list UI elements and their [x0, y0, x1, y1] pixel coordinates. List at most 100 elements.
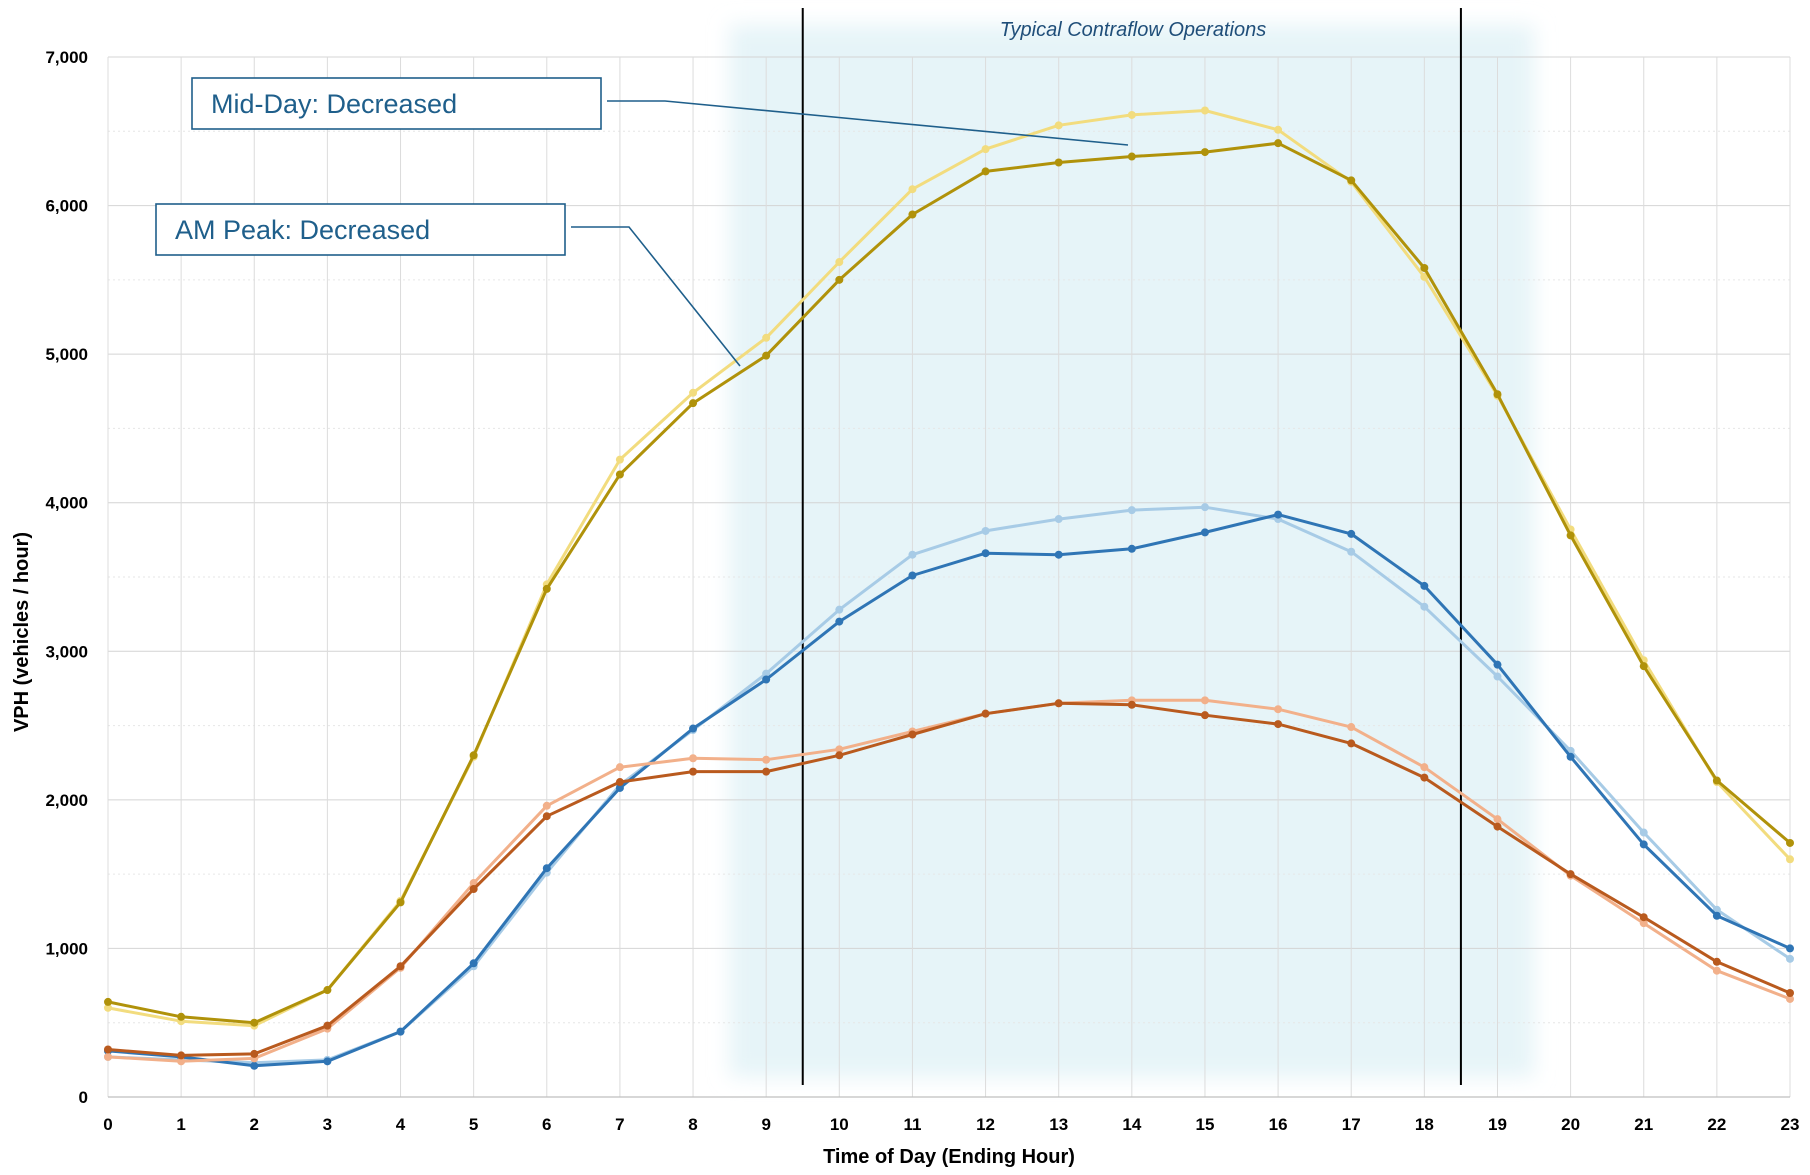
data-point [1127, 506, 1136, 515]
series-1 [104, 139, 1794, 1027]
data-point [469, 751, 478, 760]
data-point [396, 962, 405, 971]
x-tick-label: 3 [323, 1115, 332, 1134]
data-point [1347, 723, 1356, 732]
data-point [835, 258, 844, 267]
data-point [1420, 602, 1429, 611]
data-point [1786, 855, 1794, 864]
x-tick-label: 18 [1415, 1115, 1434, 1134]
data-point [615, 470, 624, 479]
data-point [323, 1021, 332, 1030]
data-point [1127, 700, 1136, 709]
x-tick-label: 19 [1488, 1115, 1507, 1134]
data-point [689, 724, 698, 733]
data-point [542, 584, 551, 593]
data-point [762, 767, 771, 776]
x-axis-title: Time of Day (Ending Hour) [823, 1146, 1075, 1168]
series-5 [104, 699, 1794, 1060]
series-line [107, 141, 1791, 1025]
x-tick-label: 0 [103, 1115, 112, 1134]
data-point [1786, 954, 1794, 963]
data-point [250, 1018, 259, 1027]
data-point [177, 1051, 186, 1060]
data-point [1786, 944, 1794, 953]
data-point [1420, 263, 1429, 272]
y-tick-label: 5,000 [45, 345, 88, 364]
data-point [1054, 550, 1063, 559]
x-tick-label: 8 [688, 1115, 697, 1134]
data-point [835, 745, 844, 754]
data-point [1127, 152, 1136, 161]
data-point [104, 1003, 112, 1012]
data-point [1274, 139, 1283, 148]
x-tick-label: 23 [1781, 1115, 1800, 1134]
data-point [1200, 696, 1209, 705]
midday-callout-box [191, 77, 602, 130]
y-tick-label: 3,000 [45, 642, 88, 661]
x-tick-label: 4 [396, 1115, 406, 1134]
data-point [908, 550, 917, 559]
data-point [981, 167, 990, 176]
data-point [1639, 840, 1648, 849]
data-point [1420, 763, 1429, 772]
data-point [1274, 510, 1283, 519]
ampeak-callout-text: AM Peak: Decreased [175, 215, 430, 245]
data-point [469, 959, 478, 968]
data-point [1274, 720, 1283, 729]
data-point [908, 730, 917, 739]
y-tick-label: 7,000 [45, 48, 88, 67]
x-tick-label: 12 [976, 1115, 995, 1134]
data-point [1420, 272, 1429, 281]
data-point [1493, 390, 1502, 399]
series-line [107, 701, 1791, 1057]
y-tick-label: 4,000 [45, 494, 88, 513]
x-tick-label: 1 [176, 1115, 185, 1134]
data-point [762, 669, 771, 678]
data-point [323, 1057, 332, 1066]
data-point [835, 751, 844, 760]
x-tick-label: 10 [830, 1115, 849, 1134]
data-point [689, 754, 698, 763]
data-point [1200, 528, 1209, 537]
data-point [981, 709, 990, 718]
data-point [981, 549, 990, 558]
data-point [1566, 870, 1575, 879]
data-point [1639, 828, 1648, 837]
data-point [469, 885, 478, 893]
data-point [177, 1012, 186, 1021]
x-tick-label: 11 [903, 1115, 921, 1134]
data-point [1054, 121, 1063, 130]
data-point [615, 763, 624, 772]
data-point [615, 783, 624, 792]
x-tick-label: 5 [469, 1115, 478, 1134]
data-point [908, 185, 917, 194]
x-tick-label: 16 [1269, 1115, 1288, 1134]
x-tick-label: 17 [1342, 1115, 1361, 1134]
data-point [689, 388, 698, 397]
data-point [104, 1052, 112, 1061]
x-tick-label: 14 [1122, 1115, 1141, 1134]
data-point [835, 617, 844, 626]
data-point [1200, 503, 1209, 512]
data-point [250, 1061, 259, 1070]
data-point [615, 778, 624, 787]
data-point [1200, 711, 1209, 720]
x-tick-label: 9 [761, 1115, 770, 1134]
data-point [1639, 662, 1648, 671]
data-point [689, 767, 698, 776]
ampeak-leader-line [571, 226, 741, 367]
midday-callout: Mid-Day: Decreased [191, 77, 1129, 146]
x-tick-label: 7 [615, 1115, 624, 1134]
midday-callout-text: Mid-Day: Decreased [211, 89, 457, 119]
y-tick-label: 2,000 [45, 791, 88, 810]
data-point [1639, 919, 1648, 928]
data-point [1493, 672, 1502, 681]
data-point [762, 755, 771, 764]
ampeak-callout: AM Peak: Decreased [155, 203, 741, 367]
data-point [1127, 110, 1136, 119]
data-point [177, 1057, 186, 1066]
data-point [1712, 957, 1721, 966]
data-point [1054, 515, 1063, 524]
data-point [542, 812, 551, 821]
data-point [1712, 776, 1721, 785]
